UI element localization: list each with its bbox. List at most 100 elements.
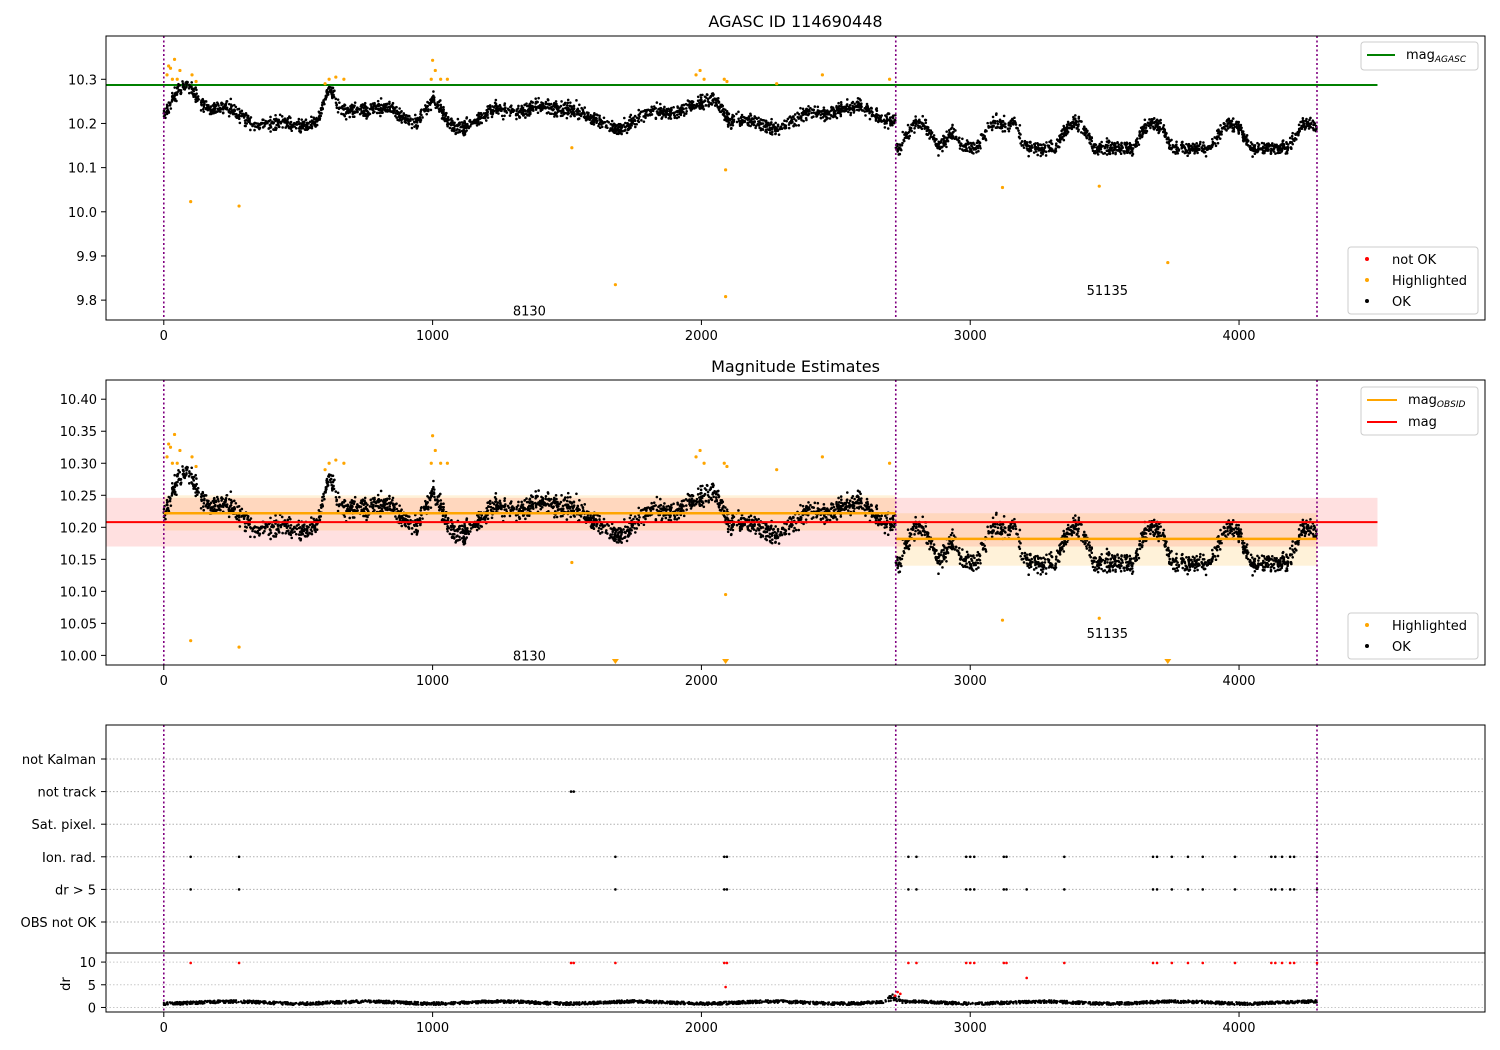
legend-label: Highlighted: [1392, 274, 1467, 289]
ok-point: [934, 139, 937, 142]
ok-point: [958, 137, 961, 140]
ok-point: [1275, 145, 1278, 148]
ok-point: [421, 116, 424, 119]
ok-point: [458, 123, 461, 126]
ok-point: [928, 129, 931, 132]
ok-point: [792, 116, 795, 119]
ok-point: [976, 142, 979, 145]
ok-point: [1159, 122, 1162, 125]
legend-label: not OK: [1392, 253, 1437, 268]
ok-point: [623, 518, 626, 521]
ok-point: [250, 116, 253, 119]
ok-point: [439, 107, 442, 110]
ok-point: [833, 113, 836, 116]
ok-point: [487, 105, 490, 108]
highlighted-point: [176, 78, 179, 81]
ok-point: [656, 112, 659, 115]
ok-point: [343, 103, 346, 106]
ok-point: [1060, 133, 1063, 136]
highlighted-point: [190, 73, 193, 76]
ok-point: [1217, 142, 1220, 145]
ok-point: [604, 121, 607, 124]
ok-point: [1104, 147, 1107, 150]
ok-point: [457, 118, 460, 121]
ok-point: [698, 107, 701, 110]
ok-point: [900, 565, 903, 568]
ok-point: [889, 116, 892, 119]
ok-point: [943, 142, 946, 145]
ok-point: [920, 122, 923, 125]
ok-point: [328, 87, 331, 90]
ok-point: [774, 133, 777, 136]
ok-point: [1211, 143, 1214, 146]
ok-point: [837, 102, 840, 105]
ok-point: [465, 536, 468, 539]
ok-point: [313, 124, 316, 127]
ok-point: [971, 559, 974, 562]
ok-point: [394, 106, 397, 109]
ok-point: [807, 501, 810, 504]
ok-point: [304, 128, 307, 131]
ok-point: [758, 127, 761, 130]
ok-point: [491, 116, 494, 119]
ok-point: [913, 121, 916, 124]
ok-point: [238, 108, 241, 111]
ok-point: [1098, 145, 1101, 148]
ok-point: [735, 113, 738, 116]
ok-point: [300, 125, 303, 128]
ok-point: [849, 499, 852, 502]
ok-point: [1175, 563, 1178, 566]
ok-point: [1173, 151, 1176, 154]
ok-point: [546, 112, 549, 115]
highlighted-point: [189, 200, 192, 203]
ok-point: [270, 126, 273, 129]
ok-point: [669, 109, 672, 112]
ok-point: [462, 132, 465, 135]
ok-point: [1273, 567, 1276, 570]
ok-point: [211, 109, 214, 112]
ok-point: [176, 86, 179, 89]
ok-point: [337, 98, 340, 101]
y-tick-label: 10.0: [68, 206, 97, 221]
highlighted-point: [703, 78, 706, 81]
ok-point: [1088, 141, 1091, 144]
ok-point: [899, 143, 902, 146]
ok-point: [994, 122, 997, 125]
ok-point: [1165, 132, 1168, 135]
ok-point: [369, 108, 372, 111]
ok-point: [904, 137, 907, 140]
ok-point: [630, 124, 633, 127]
ok-point: [508, 506, 511, 509]
ok-point: [1063, 139, 1066, 142]
ok-point: [461, 121, 464, 124]
ok-point: [745, 117, 748, 120]
ok-point: [592, 118, 595, 121]
ok-point: [586, 111, 589, 114]
ok-point: [814, 502, 817, 505]
ok-point: [1077, 117, 1080, 120]
ok-point: [439, 104, 442, 107]
ok-point: [1195, 145, 1198, 148]
ok-point: [1003, 515, 1006, 518]
ok-point: [820, 116, 823, 119]
ok-point: [1246, 140, 1249, 143]
ok-point: [1181, 150, 1184, 153]
ok-point: [1266, 147, 1269, 150]
ok-point: [686, 104, 689, 107]
ok-point: [549, 112, 552, 115]
ok-point: [741, 114, 744, 117]
ok-point: [552, 109, 555, 112]
ok-point: [573, 115, 576, 118]
ok-point: [583, 106, 586, 109]
ok-point: [774, 122, 777, 125]
ok-point: [1195, 142, 1198, 145]
ok-point: [802, 120, 805, 123]
ok-point: [790, 122, 793, 125]
y-tick-label: 10.3: [68, 73, 97, 88]
ok-point: [487, 116, 490, 119]
highlighted-point: [446, 78, 449, 81]
ok-point: [434, 106, 437, 109]
ok-point: [411, 127, 414, 130]
legend-subscript: AGASC: [1434, 55, 1467, 65]
ok-point: [1302, 117, 1305, 120]
